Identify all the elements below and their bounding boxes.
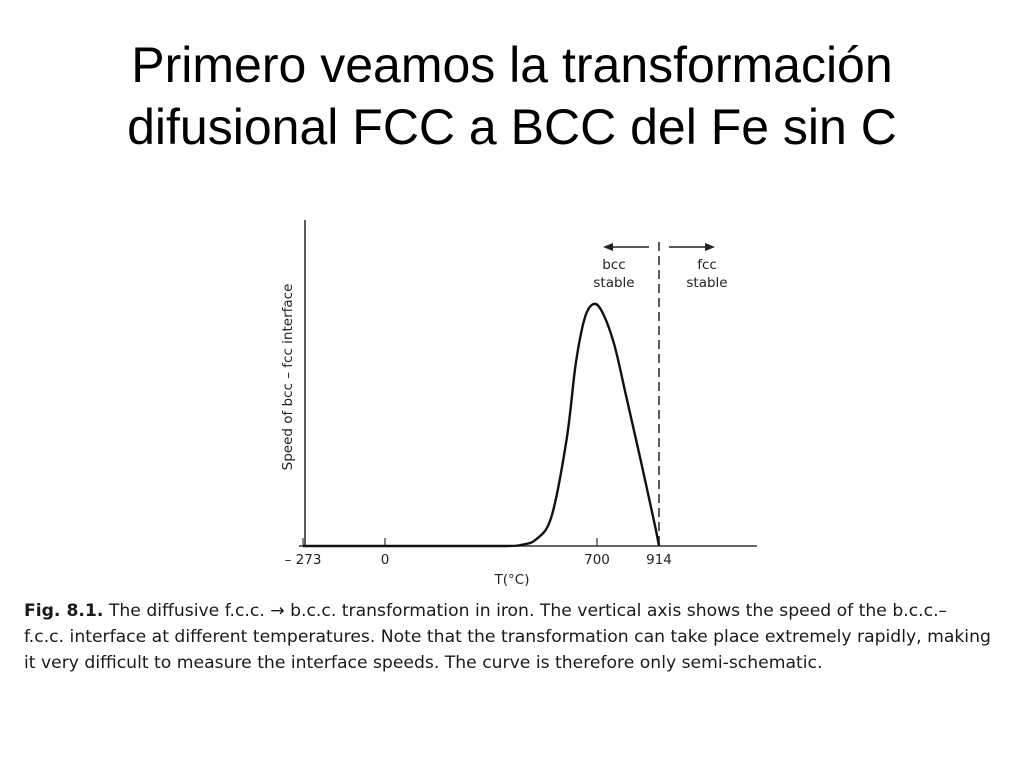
caption-line-2: f.c.c. interface at different temperatur… (24, 627, 991, 647)
bcc-label: bcc (602, 257, 625, 273)
chart-series (303, 302, 661, 548)
caption-line-3: it very difficult to measure the interfa… (24, 653, 823, 673)
x-axis-label: T(°C) (494, 572, 530, 588)
caption-label: Fig. 8.1. (24, 601, 104, 621)
x-tick-label: 700 (584, 552, 610, 568)
fcc-stable-label: stable (686, 275, 727, 291)
slide-title-line-1: Primero veamos la transformación (131, 37, 893, 93)
caption-text-1: The diffusive f.c.c. → b.c.c. transforma… (103, 601, 948, 621)
speed-vs-temperature-chart: – 273 0 700 914 bcc stable fcc stable Speed of… (280, 220, 757, 588)
interface-speed-curve (303, 302, 661, 548)
slide-title: Primero veamos la transformación difusio… (0, 34, 1024, 158)
caption-line-1: Fig. 8.1. The diffusive f.c.c. → b.c.c. … (24, 598, 1014, 624)
figure: – 273 0 700 914 bcc stable fcc stable Speed of… (255, 212, 775, 597)
x-tick-label: 914 (646, 552, 672, 568)
figure-caption: Fig. 8.1. The diffusive f.c.c. → b.c.c. … (24, 598, 1014, 676)
x-tick-label: – 273 (285, 552, 322, 568)
slide-title-line-2: difusional FCC a BCC del Fe sin C (127, 99, 897, 155)
chart-boundary: bcc stable fcc stable (593, 242, 728, 546)
bcc-arrow-head (603, 243, 613, 251)
y-axis-label: Speed of bcc – fcc interface (280, 284, 296, 471)
chart-x-ticks: – 273 0 700 914 (285, 538, 672, 568)
chart-axes (299, 220, 757, 547)
x-tick-label: 0 (381, 552, 390, 568)
fcc-label: fcc (697, 257, 717, 273)
fcc-arrow-head (705, 243, 715, 251)
bcc-stable-label: stable (593, 275, 634, 291)
